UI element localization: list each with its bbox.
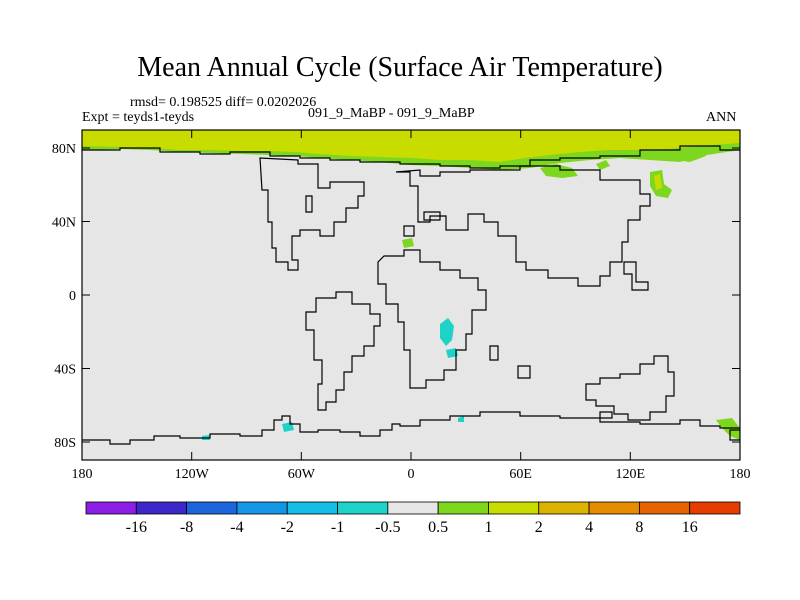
colorbar: -16 -8 -4 -2 -1 -0.5 0.5 1 2 4 8 16 <box>85 501 741 536</box>
colorbar-label: 4 <box>585 519 593 536</box>
lat-tick-label: 0 <box>69 289 76 304</box>
colorbar-label: 2 <box>535 519 543 536</box>
arctic-coastline <box>82 145 740 169</box>
colorbar-label: -4 <box>230 519 243 536</box>
australia-island <box>599 411 613 419</box>
lon-tick-label: 120W <box>175 467 210 482</box>
colorbar-swatch <box>638 501 691 515</box>
antarctic-coastline <box>82 411 740 445</box>
colorbar-swatch <box>437 501 489 515</box>
colorbar-label: 16 <box>682 519 698 536</box>
colorbar-label: -1 <box>331 519 344 536</box>
lon-tick-label: 60E <box>509 467 532 482</box>
lon-tick-label: 60W <box>288 467 316 482</box>
siberia-anomaly-patch <box>540 164 578 178</box>
africa-coastline <box>377 249 487 389</box>
lat-tick-labels: 80N 40N 0 40S 80S <box>52 142 76 451</box>
madagascar-coastline <box>489 345 499 361</box>
colorbar-swatch <box>236 501 288 515</box>
antarctic-coastline-edge <box>729 429 740 441</box>
far-east-anomaly-patch <box>676 146 706 162</box>
africa-negative-patch <box>446 348 458 358</box>
case-label: 091_9_MaBP - 091_9_MaBP <box>308 106 475 121</box>
map-background <box>82 130 740 460</box>
south-america-coastline <box>305 291 381 411</box>
lon-tick-label: 180 <box>72 467 93 482</box>
far-east-anomaly-core <box>654 174 662 190</box>
lat-tick-label: 40S <box>54 363 76 378</box>
eurasia-coastline <box>395 165 651 287</box>
north-america-lake <box>305 195 313 213</box>
colorbar-swatch <box>488 501 540 515</box>
arctic-anomaly-core <box>82 130 740 162</box>
siberia-anomaly-patch <box>596 160 610 170</box>
colorbar-label: -16 <box>126 519 147 536</box>
antarctic-negative-patch <box>458 416 464 422</box>
colorbar-swatch <box>286 501 338 515</box>
lon-tick-label: 180 <box>730 467 751 482</box>
lon-tick-marks <box>81 130 741 460</box>
colorbar-swatch <box>538 501 590 515</box>
east-asia-coastline <box>623 261 649 291</box>
expt-label: Expt = teyds1-teyds <box>82 110 195 125</box>
australia-coastline <box>585 355 675 421</box>
colorbar-swatch <box>85 501 137 515</box>
colorbar-label: 0.5 <box>428 519 448 536</box>
coastlines <box>82 145 740 445</box>
colorbar-swatch <box>186 501 238 515</box>
mediterranean-anomaly-patch <box>402 238 414 248</box>
colorbar-swatch <box>387 501 439 515</box>
eurasia-inland-sea <box>423 211 441 221</box>
lon-tick-label: 0 <box>408 467 415 482</box>
mediterranean-island <box>403 225 415 237</box>
north-america-coastline <box>259 157 365 271</box>
lat-tick-label: 80S <box>54 436 76 451</box>
antarctic-positive-patch <box>716 418 740 440</box>
season-label: ANN <box>706 110 737 125</box>
colorbar-swatch <box>689 501 741 515</box>
lat-tick-marks <box>82 147 740 443</box>
colorbar-label: -0.5 <box>375 519 400 536</box>
anomaly-fills <box>82 130 740 440</box>
colorbar-label: -2 <box>281 519 294 536</box>
colorbar-label: 1 <box>484 519 492 536</box>
lat-tick-label: 40N <box>52 216 76 231</box>
colorbar-swatch <box>135 501 188 515</box>
colorbar-swatch <box>588 501 640 515</box>
colorbar-label: -8 <box>180 519 193 536</box>
colorbar-label: 8 <box>635 519 643 536</box>
lon-tick-labels: 180 120W 60W 0 60E 120E 180 <box>72 467 751 482</box>
stats-label: rmsd= 0.198525 diff= 0.0202026 <box>130 95 317 110</box>
chart-title: Mean Annual Cycle (Surface Air Temperatu… <box>137 52 663 83</box>
africa-negative-patch <box>440 318 454 346</box>
lat-tick-label: 80N <box>52 142 76 157</box>
indian-ocean-island <box>517 365 531 379</box>
colorbar-swatch <box>337 501 389 515</box>
lon-tick-label: 120E <box>616 467 646 482</box>
